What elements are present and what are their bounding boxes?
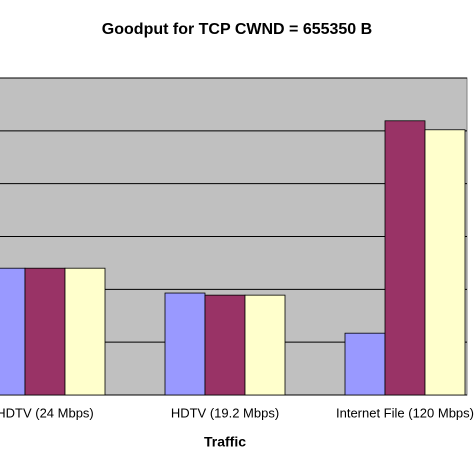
bar: [64, 267, 106, 396]
bar: [244, 294, 286, 396]
x-tick-label: HDTV (24 Mbps): [0, 405, 94, 420]
x-tick-label: Internet File (120 Mbps): [336, 405, 474, 420]
bar: [0, 267, 26, 396]
x-axis-title: Traffic: [204, 434, 246, 450]
bar: [204, 294, 246, 396]
x-tick-label: HDTV (19.2 Mbps): [171, 405, 279, 420]
chart-title: Goodput for TCP CWND = 655350 B: [102, 21, 372, 38]
labels: HDTV (24 Mbps) HDTV (19.2 Mbps) Internet F…: [0, 405, 474, 420]
bars: [0, 120, 466, 396]
bar: [344, 332, 386, 396]
bar: [24, 267, 66, 396]
bar: [424, 129, 466, 396]
bar: [164, 292, 206, 396]
bar: [384, 120, 426, 396]
